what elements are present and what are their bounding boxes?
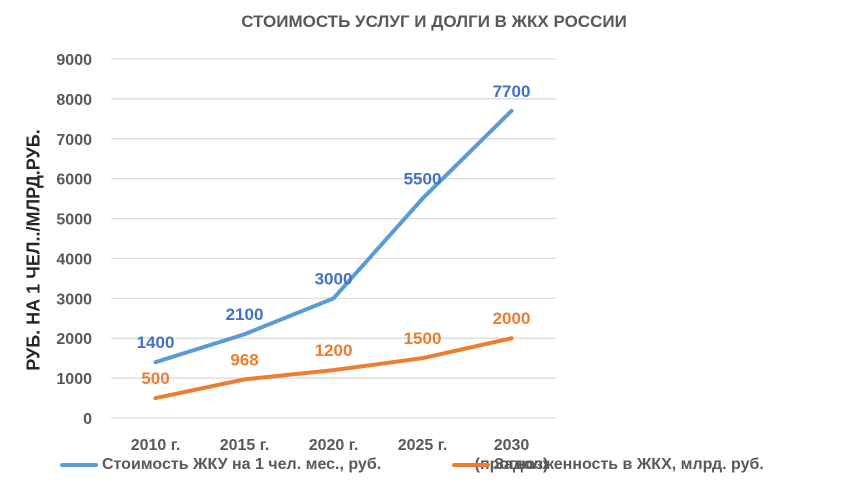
x-tick-label: (прогноз) xyxy=(475,456,549,473)
legend-label-cost: Стоимость ЖКУ на 1 чел. мес., руб. xyxy=(102,456,382,473)
series-lines xyxy=(153,108,514,401)
data-label: 5500 xyxy=(404,170,442,189)
data-label: 3000 xyxy=(315,269,353,288)
y-tick-label: 8000 xyxy=(56,92,92,109)
legend-swatch-blue xyxy=(60,463,98,467)
x-axis-ticks: 2010 г. 2015 г. 2020 г. 2025 г. 2030 (прогноз… xyxy=(131,437,549,473)
legend-item-cost: Стоимость ЖКУ на 1 чел. мес., руб. xyxy=(60,456,381,474)
y-tick-label: 2000 xyxy=(56,331,92,348)
data-label: 7700 xyxy=(493,82,531,101)
y-tick-label: 7000 xyxy=(56,132,92,149)
data-label: 2100 xyxy=(226,305,264,324)
gridlines xyxy=(111,58,556,419)
x-tick-label: 2010 г. xyxy=(131,437,181,454)
data-label: 1200 xyxy=(315,341,353,360)
y-tick-label: 5000 xyxy=(56,212,92,229)
data-label: 500 xyxy=(141,369,169,388)
data-label: 1500 xyxy=(404,329,442,348)
data-label: 2000 xyxy=(493,309,531,328)
y-tick-label: 1000 xyxy=(56,371,92,388)
chart-title: СТОИМОСТЬ УСЛУГ И ДОЛГИ В ЖКХ РОССИИ xyxy=(241,12,627,31)
x-tick-label: 2030 xyxy=(494,437,530,454)
y-tick-label: 9000 xyxy=(56,52,92,69)
data-label: 968 xyxy=(230,350,258,369)
legend: Стоимость ЖКУ на 1 чел. мес., руб. Задол… xyxy=(0,456,868,480)
legend-swatch-orange xyxy=(452,463,490,467)
y-tick-label: 0 xyxy=(83,411,92,428)
y-tick-label: 6000 xyxy=(56,172,92,189)
x-tick-label: 2025 г. xyxy=(398,437,448,454)
y-axis-ticks: 0 1000 2000 3000 4000 5000 6000 7000 8000 9000 xyxy=(56,52,92,428)
legend-label-debt: Задолженность в ЖКХ, млрд. руб. xyxy=(494,456,764,473)
data-label: 1400 xyxy=(137,333,175,352)
series-line-1 xyxy=(153,336,514,401)
series-line-0 xyxy=(153,108,514,365)
legend-item-debt: Задолженность в ЖКХ, млрд. руб. xyxy=(452,456,764,474)
y-tick-label: 3000 xyxy=(56,291,92,308)
x-tick-label: 2020 г. xyxy=(309,437,359,454)
data-labels: 1400 2100 3000 5500 7700 500 968 1200 1500 2000 xyxy=(137,82,531,388)
y-tick-label: 4000 xyxy=(56,251,92,268)
x-tick-label: 2015 г. xyxy=(220,437,270,454)
